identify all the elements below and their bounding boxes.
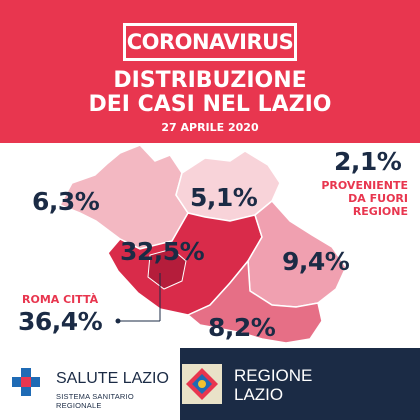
outside-label-line-1: PROVENIENTE (321, 179, 408, 192)
map-section: 6,3% 5,1% 32,5% 9,4% 8,2% ROMA CITTÀ 36,… (0, 143, 420, 348)
date-label: 27 APRILE 2020 (161, 121, 259, 134)
province-south-shape (186, 259, 323, 344)
province-south-east-value: 9,4% (282, 247, 350, 276)
salute-lazio-subtitle: SISTEMA SANITARIO REGIONALE (56, 392, 134, 410)
roma-citta-value: 36,4% (18, 307, 103, 336)
province-roma-value: 32,5% (120, 237, 205, 266)
coronavirus-badge: CORONAVIRUS (123, 23, 297, 61)
outside-region-value: 2,1% (334, 147, 402, 176)
roma-citta-leader-dot (115, 318, 121, 324)
province-south-value: 8,2% (208, 313, 276, 342)
province-north-east-value: 5,1% (190, 183, 258, 212)
header-banner: CORONAVIRUS DISTRIBUZIONE DEI CASI NEL L… (0, 0, 420, 143)
outside-region-label: PROVENIENTE DA FUORI REGIONE (316, 179, 408, 218)
lazio-map (58, 144, 347, 344)
medical-cross-icon (12, 368, 40, 396)
regione-emblem-icon (182, 364, 222, 404)
title-line-1: DISTRIBUZIONE (113, 68, 307, 93)
page-title: DISTRIBUZIONE DEI CASI NEL LAZIO (0, 69, 420, 117)
outside-label-line-2: DA FUORI (348, 192, 408, 205)
province-north-west-value: 6,3% (32, 187, 100, 216)
title-line-2: DEI CASI NEL LAZIO (88, 92, 332, 117)
regione-line-1: REGIONE (234, 366, 313, 385)
outside-label-line-3: REGIONE (352, 205, 408, 218)
salute-lazio-title: SALUTE LAZIO (56, 370, 169, 387)
regione-lazio-logo: REGIONE LAZIO (180, 348, 420, 420)
roma-citta-label: ROMA CITTÀ (22, 293, 99, 306)
regione-lazio-text: REGIONE LAZIO (234, 366, 312, 404)
regione-line-2: LAZIO (234, 385, 284, 404)
salute-lazio-logo: SALUTE LAZIO SISTEMA SANITARIO REGIONALE (0, 348, 180, 420)
roma-citta-shape (147, 248, 187, 290)
